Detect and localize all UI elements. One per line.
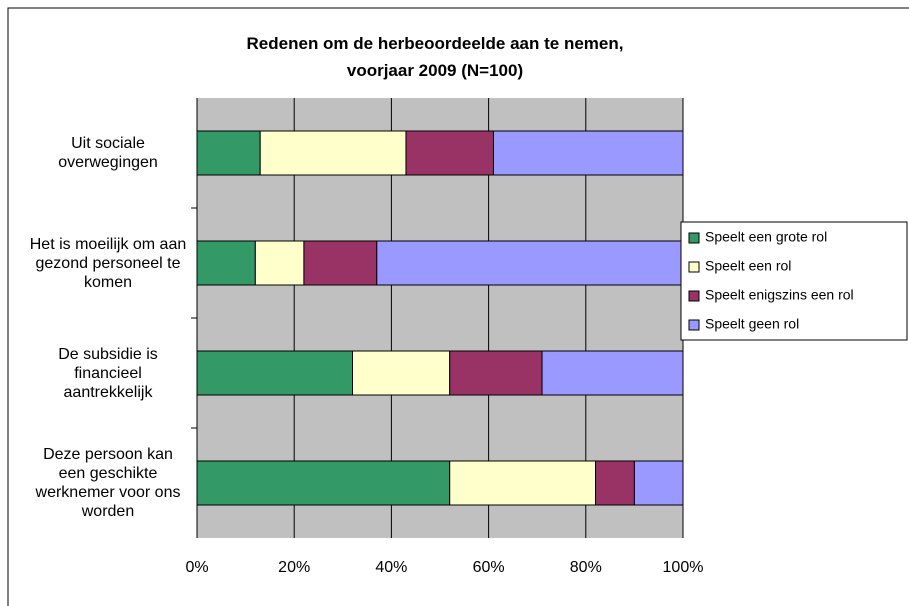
x-tick-label: 20% [278, 559, 310, 576]
legend-label: Speelt enigszins een rol [705, 287, 854, 303]
bar-segment [633, 460, 684, 506]
bar-segment [595, 460, 635, 506]
y-tick-label: Het is moeilijk om aan gezond personeel … [29, 235, 187, 291]
legend-swatch [688, 232, 700, 244]
x-tick-label: 60% [473, 559, 505, 576]
legend-swatch [688, 290, 700, 302]
bar-segment [376, 240, 684, 286]
bar-segment [303, 240, 378, 286]
x-tick-label: 0% [185, 559, 208, 576]
y-tick-label: Uit sociale overwegingen [58, 135, 158, 171]
legend-swatch [688, 319, 700, 331]
legend-box [680, 221, 908, 341]
legend-label: Speelt een rol [705, 258, 791, 274]
bar-segment [492, 130, 684, 176]
bar-segment [196, 240, 256, 286]
x-tick-label: 100% [663, 559, 704, 576]
bar-segment [449, 460, 597, 506]
bar-segment [259, 130, 407, 176]
bar-segment [196, 350, 354, 396]
bar-segment [541, 350, 684, 396]
x-tick-label: 80% [570, 559, 602, 576]
x-tick-label: 40% [375, 559, 407, 576]
bar-segment [405, 130, 494, 176]
y-tick-label: De subsidie is financieel aantrekkelijk [58, 345, 158, 401]
bar-segment [196, 460, 451, 506]
bar-segment [196, 130, 261, 176]
legend-swatch [688, 261, 700, 273]
legend-label: Speelt geen rol [705, 316, 799, 332]
bar-segment [254, 240, 305, 286]
bar-segment [449, 350, 543, 396]
legend-label: Speelt een grote rol [705, 229, 827, 245]
y-tick-label: Deze persoon kan een geschikte werknemer… [35, 446, 181, 520]
bar-segment [352, 350, 451, 396]
chart-title: Redenen om de herbeoordeelde aan te neme… [246, 34, 624, 80]
